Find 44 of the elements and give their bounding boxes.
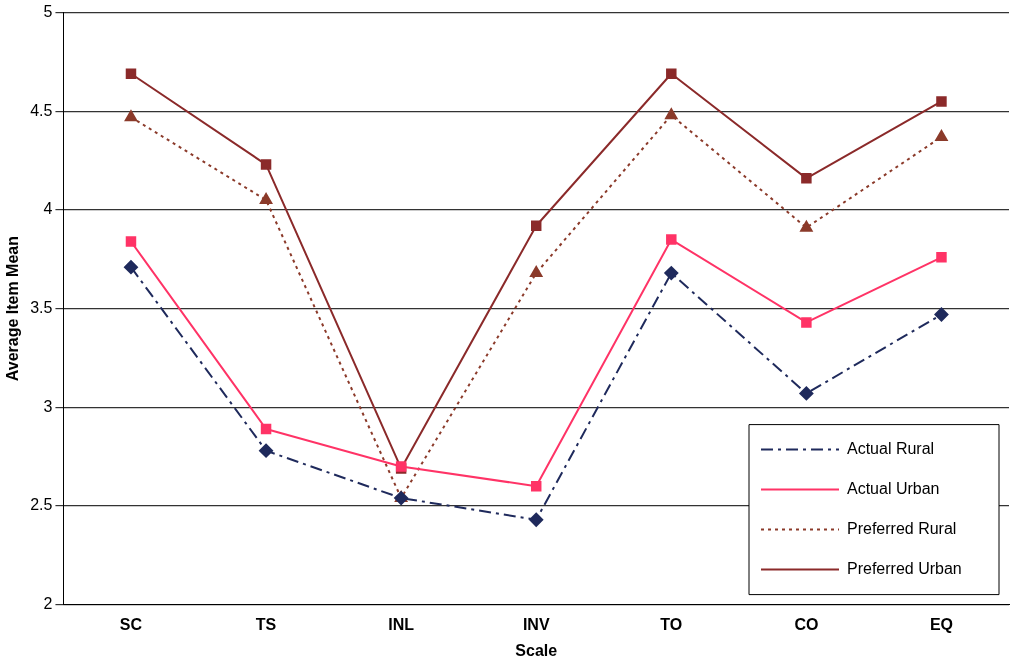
point [530,266,543,278]
legend-label: Actual Rural [847,440,935,458]
legend-label: Preferred Rural [847,520,957,538]
x-tick-label: INL [388,615,415,633]
y-tick-label: 4.5 [30,101,53,119]
legend-label: Actual Urban [847,480,940,498]
y-tick-label: 4 [43,200,53,218]
point [801,317,812,328]
point [259,443,274,458]
point [260,423,272,435]
point [934,307,949,322]
y-tick-label: 2.5 [30,496,53,514]
x-axis-title: Scale [515,641,558,659]
y-tick-label: 3.5 [30,299,53,317]
point [800,220,813,232]
x-tick-label: SC [119,615,143,633]
y-tick-label: 2 [43,595,53,613]
point [530,480,542,492]
x-tick-label: TS [255,615,277,633]
point [665,108,678,120]
point [530,220,542,231]
y-axis-title: Average Item Mean [4,235,22,382]
point [259,193,273,205]
x-tick-label: EQ [929,615,954,633]
point [936,252,947,263]
point [936,96,947,107]
point [123,260,138,275]
point [125,68,137,80]
x-tick-label: TO [660,615,683,633]
y-tick-label: 3 [43,397,53,415]
point [260,159,272,170]
legend-label: Preferred Urban [847,560,962,578]
point [801,173,812,184]
x-tick-label: CO [794,615,819,633]
point [935,129,948,141]
point [664,266,679,281]
point [529,512,544,527]
point [124,110,138,122]
point [125,236,137,247]
point [799,386,814,401]
y-tick-label: 5 [43,3,53,21]
point [666,68,677,80]
point [666,234,677,245]
x-tick-label: INV [522,615,550,633]
